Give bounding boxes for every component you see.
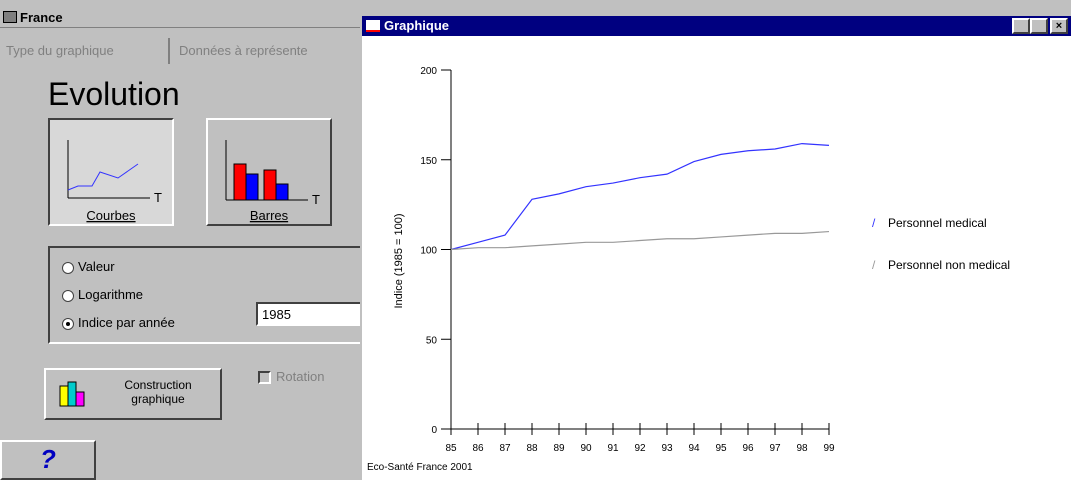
tab[interactable]: Type du graphique [2, 38, 170, 64]
legend: / Personnel medical / Personnel non medical [872, 216, 1052, 300]
title-icon [3, 11, 17, 23]
x-tick-label: 86 [472, 443, 484, 454]
legend-label: Personnel medical [888, 216, 987, 230]
x-tick-label: 96 [742, 443, 754, 454]
y-tick-label: 200 [420, 66, 437, 77]
series-line [450, 142, 830, 251]
y-tick-label: 150 [420, 156, 437, 167]
icon-axis-label: T [312, 192, 320, 207]
x-tick-label: 98 [796, 443, 808, 454]
radio-label: Valeur [78, 259, 115, 274]
x-tick-label: 97 [769, 443, 781, 454]
courbes-button[interactable]: T Courbes [48, 118, 174, 226]
y-tick-label: 0 [431, 425, 437, 436]
tab[interactable]: Données à représente [179, 43, 308, 58]
rotation-label: Rotation [276, 369, 325, 384]
maximize-button[interactable] [1030, 18, 1048, 34]
minimize-button[interactable] [1012, 18, 1030, 34]
graph-window: Graphique × Eco-Santé France 2001 Indice… [360, 16, 1071, 480]
legend-swatch: / [872, 258, 876, 272]
button-label: Construction [124, 378, 192, 392]
help-button[interactable]: ? [0, 440, 96, 480]
legend-label: Personnel non medical [888, 258, 1011, 272]
y-tick-label: 50 [426, 335, 438, 346]
radio-button[interactable] [62, 290, 74, 302]
button-label: graphique [131, 392, 185, 406]
barres-icon: T Barres [225, 140, 320, 223]
legend-swatch: / [872, 216, 876, 230]
x-tick-label: 92 [634, 443, 646, 454]
title-bar: France [0, 8, 360, 28]
x-tick-label: 93 [661, 443, 673, 454]
series-line [450, 230, 830, 251]
x-tick-label: 88 [526, 443, 538, 454]
title-bar: Graphique [362, 16, 1071, 36]
x-tick-label: 87 [499, 443, 511, 454]
title-icon [366, 20, 380, 32]
chart: Eco-Santé France 2001 Indice (1985 = 100… [367, 66, 835, 473]
x-tick-label: 89 [553, 443, 565, 454]
y-axis-label: Indice (1985 = 100) [393, 213, 405, 308]
radio-dot [66, 322, 70, 326]
legend-item: / Personnel non medical [872, 258, 1052, 300]
radio-label: Indice par année [78, 315, 175, 330]
x-tick-label: 94 [688, 443, 700, 454]
x-tick-label: 95 [715, 443, 727, 454]
close-button[interactable]: × [1050, 18, 1068, 34]
courbes-icon: T Courbes [67, 140, 162, 223]
x-tick-label: 91 [607, 443, 619, 454]
heading: Evolution [48, 76, 180, 112]
left-window: France Type du graphique Données à repré… [0, 0, 368, 480]
radio-button[interactable] [62, 262, 74, 274]
legend-item: / Personnel medical [872, 216, 1052, 258]
year-input[interactable]: 1985 [256, 302, 366, 326]
icon-axis-label: T [154, 190, 162, 205]
button-label: Barres [250, 208, 289, 223]
construction-icon [59, 381, 85, 407]
y-tick-label: 100 [420, 246, 437, 257]
rotation-checkbox[interactable] [258, 371, 271, 384]
x-tick-label: 90 [580, 443, 592, 454]
radio-label: Logarithme [78, 287, 144, 302]
button-label: Courbes [86, 208, 136, 223]
x-tick-label: 85 [445, 443, 457, 454]
footer: Eco-Santé France 2001 [367, 462, 473, 473]
barres-button[interactable]: T Barres [206, 118, 332, 226]
radio-button[interactable] [62, 318, 74, 330]
x-tick-label: 99 [823, 443, 835, 454]
